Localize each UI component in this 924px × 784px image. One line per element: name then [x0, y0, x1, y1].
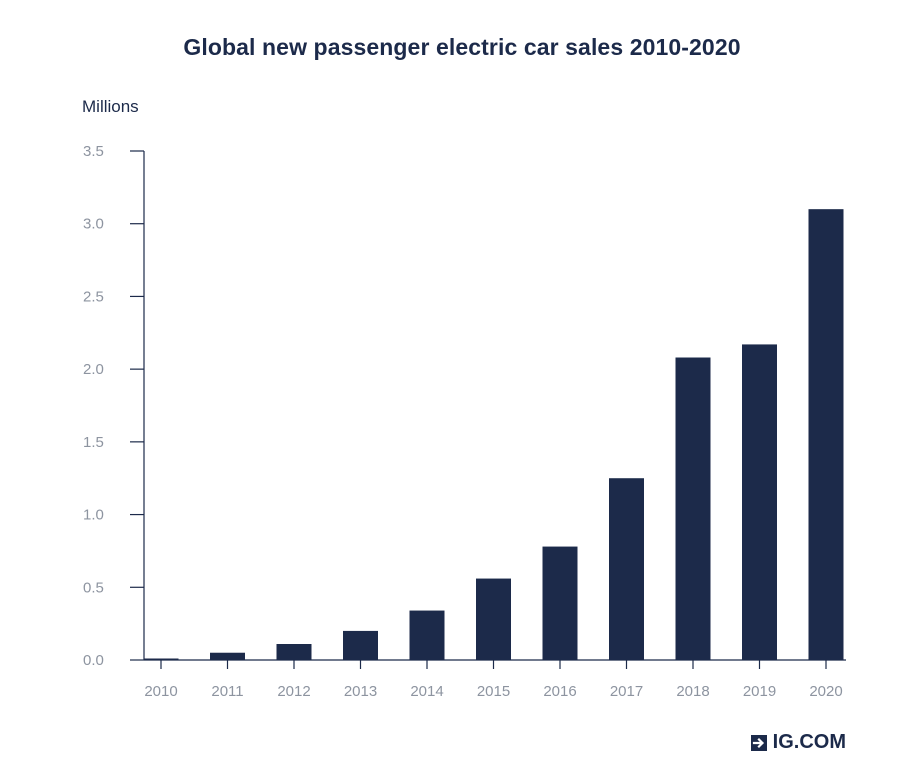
- bar-2018: [675, 357, 711, 660]
- bar-2011: [210, 652, 245, 660]
- x-tick-label: 2015: [477, 683, 510, 700]
- y-tick-label: 1.5: [83, 434, 104, 451]
- brand-logo: IG.COM: [750, 731, 846, 754]
- y-tick-label: 3.0: [83, 216, 104, 233]
- bar-2020: [808, 209, 844, 660]
- x-tick-label: 2016: [543, 683, 576, 700]
- y-tick-label: 3.5: [83, 143, 104, 160]
- x-tick-label: 2017: [610, 683, 643, 700]
- x-tick-label: 2018: [676, 683, 709, 700]
- bars: [143, 209, 844, 660]
- y-tick-label: 2.0: [83, 361, 104, 378]
- y-tick-label: 1.0: [83, 507, 104, 524]
- x-tick-label: 2010: [144, 683, 177, 700]
- bar-2016: [542, 546, 578, 660]
- x-tick-label: 2012: [277, 683, 310, 700]
- x-tick-label: 2013: [344, 683, 377, 700]
- x-tick-label: 2011: [211, 683, 243, 700]
- x-tick-label: 2020: [809, 683, 842, 700]
- arrow-right-box-icon: [750, 734, 767, 751]
- y-axis-unit-label: Millions: [82, 97, 139, 116]
- bar-2013: [343, 630, 378, 660]
- bar-2012: [276, 644, 312, 660]
- brand-label: IG.COM: [772, 731, 846, 753]
- x-tick-label: 2019: [743, 683, 776, 700]
- y-tick-label: 2.5: [83, 288, 104, 305]
- bar-2017: [609, 478, 644, 660]
- bar-2010: [143, 658, 179, 660]
- x-tick-label: 2014: [410, 683, 443, 700]
- y-axis: 0.0 0.5 1.0 1.5 2.0 2.5 3.0 3.5: [83, 143, 145, 669]
- bar-2019: [742, 344, 777, 660]
- y-tick-label: 0.5: [83, 579, 104, 596]
- bar-2014: [409, 610, 445, 660]
- chart-title: Global new passenger electric car sales …: [183, 34, 741, 60]
- x-axis: 2010 2011 2012 2013 2014 2015 2016 2017 2018 2019…: [144, 659, 846, 700]
- y-tick-label: 0.0: [83, 652, 104, 669]
- bar-2015: [476, 578, 511, 660]
